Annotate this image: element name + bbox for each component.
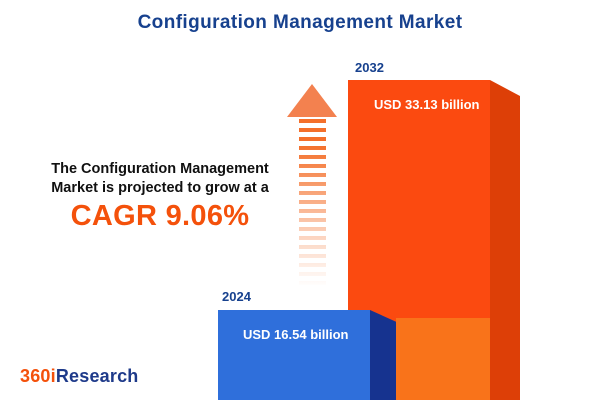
cagr-value: CAGR 9.06% — [70, 200, 250, 232]
brand-logo-360i: 360i — [20, 366, 56, 386]
year-label-2032: 2032 — [355, 60, 384, 75]
bar-2032-side-face — [490, 80, 520, 400]
description-line-2: Market is projected to grow at a — [51, 180, 269, 196]
arrow-fade-overlay — [299, 119, 326, 287]
growth-arrow-head-icon — [287, 84, 337, 117]
value-label-2032: USD 33.13 billion — [374, 97, 480, 112]
bar-2024-side-face — [370, 310, 396, 400]
brand-logo-research: Research — [55, 366, 139, 386]
description-line-1: The Configuration Management — [51, 161, 269, 177]
description: The Configuration Management Market is p… — [28, 160, 292, 232]
growth-arrow-stripes-icon — [299, 119, 326, 287]
bar-2032-lower-highlight — [396, 318, 490, 400]
year-label-2024: 2024 — [222, 289, 251, 304]
page-title: Configuration Management Market — [137, 12, 463, 33]
bar-2024 — [218, 310, 370, 400]
value-label-2024: USD 16.54 billion — [243, 327, 349, 342]
brand-logo: 360iResearch — [20, 366, 139, 387]
